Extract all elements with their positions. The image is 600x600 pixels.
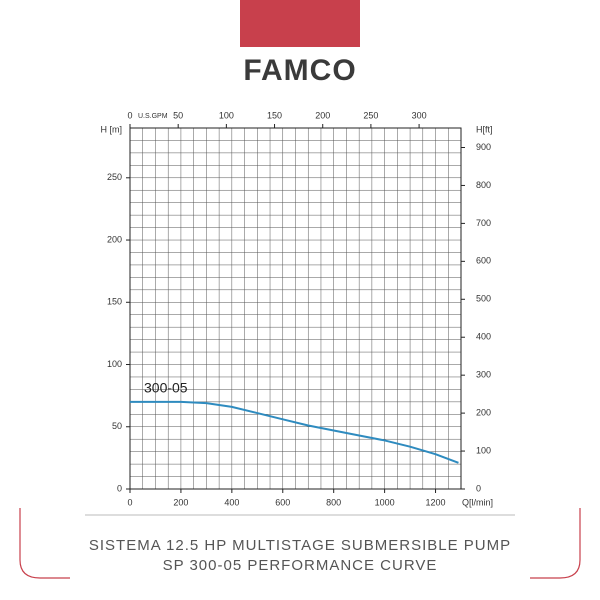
frame-left [19, 508, 70, 579]
y2-tick-label: 600 [476, 256, 491, 266]
x-tick-label: 0 [127, 497, 132, 507]
x2-tick-label: 300 [412, 110, 427, 120]
x2-tick-label: 250 [363, 110, 378, 120]
x2-tick-label: 50 [173, 110, 183, 120]
x-tick-label: 1000 [375, 497, 395, 507]
y2-tick-label: 800 [476, 180, 491, 190]
x2-tick-label: 200 [315, 110, 330, 120]
plot-frame [129, 127, 462, 490]
x2-axis-label: U.S.GPM [138, 113, 168, 120]
frame-right [530, 508, 581, 579]
y-tick-label: 0 [117, 483, 122, 493]
x-axis-label: Q[l/min] [462, 497, 493, 507]
y2-tick-label: 0 [476, 483, 481, 493]
y2-tick-label: 200 [476, 407, 491, 417]
x-tick-label: 1200 [426, 497, 446, 507]
x2-tick-label: 150 [267, 110, 282, 120]
x-tick-label: 800 [326, 497, 341, 507]
logo: FAMCO [243, 54, 356, 87]
x-tick-label: 600 [275, 497, 290, 507]
y-tick-label: 250 [107, 172, 122, 182]
y-axis-label: H [m] [101, 124, 123, 134]
x2-tick-label: 0 [127, 110, 132, 120]
y-tick-label: 100 [107, 359, 122, 369]
y2-tick-label: 100 [476, 445, 491, 455]
y-tick-label: 200 [107, 234, 122, 244]
y2-tick-label: 900 [476, 142, 491, 152]
header-band [240, 0, 360, 47]
y2-tick-label: 400 [476, 332, 491, 342]
caption-line1: SISTEMA 12.5 HP MULTISTAGE SUBMERSIBLE P… [89, 537, 511, 554]
curve [130, 400, 459, 464]
y2-axis-label: H[ft] [476, 124, 493, 134]
curve-label: 300-05 [144, 380, 188, 396]
caption-line2: SP 300-05 PERFORMANCE CURVE [163, 557, 438, 574]
y2-tick-label: 500 [476, 294, 491, 304]
y2-tick-label: 300 [476, 370, 491, 380]
y2-tick-label: 700 [476, 218, 491, 228]
x2-tick-label: 100 [219, 110, 234, 120]
x-tick-label: 400 [224, 497, 239, 507]
y-tick-label: 50 [112, 421, 122, 431]
x-tick-label: 200 [173, 497, 188, 507]
y-tick-label: 150 [107, 297, 122, 307]
